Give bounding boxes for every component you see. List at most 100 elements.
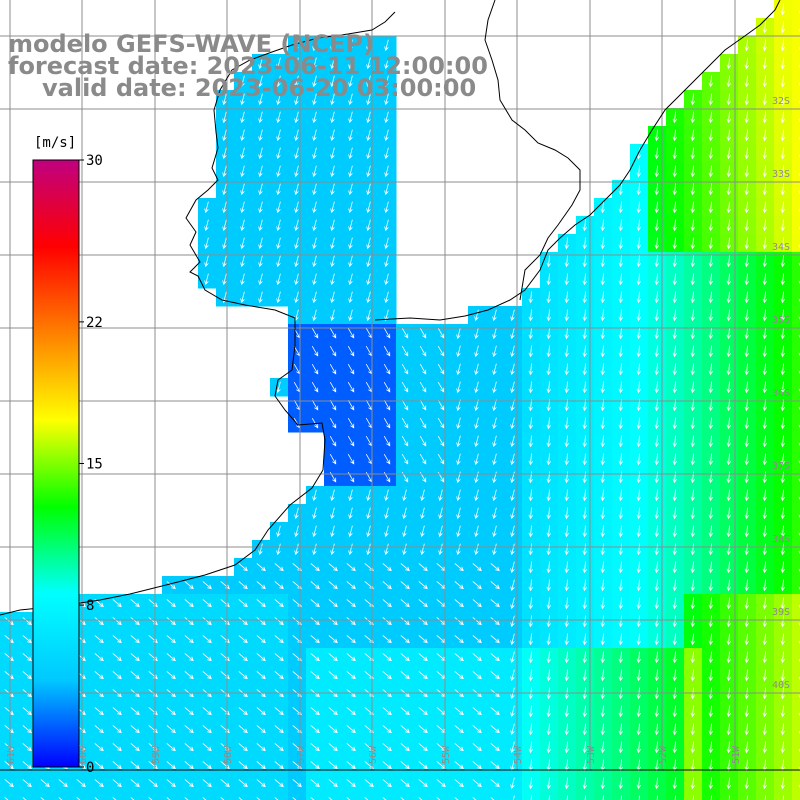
- longitude-label: 57W: [296, 745, 307, 764]
- wind-arrow: [636, 327, 642, 340]
- wind-arrow: [166, 797, 171, 800]
- wind-arrow: [238, 653, 248, 662]
- axis-labels: 32S 33S 34S 35S 36S 37S 38S 39S 40S 61W 60W 59W 58W 5…: [6, 96, 790, 764]
- wind-arrow: [690, 615, 696, 628]
- wind-arrow: [328, 653, 338, 662]
- wind-arrow: [400, 743, 410, 752]
- wind-arrow: [798, 100, 800, 105]
- wind-arrow: [780, 705, 786, 718]
- wind-arrow: [618, 561, 624, 574]
- wind-arrow: [330, 111, 335, 124]
- wind-arrow: [762, 21, 768, 34]
- wind-arrow: [328, 563, 338, 572]
- wind-arrow: [474, 363, 479, 376]
- wind-speed-cell: [234, 792, 253, 800]
- wind-arrow: [274, 779, 284, 788]
- wind-arrow: [708, 741, 714, 754]
- wind-arrow: [366, 255, 371, 268]
- wind-arrow: [762, 579, 768, 592]
- wind-arrow: [384, 219, 389, 232]
- wind-arrow: [330, 165, 335, 178]
- wind-arrow: [400, 581, 410, 590]
- wind-arrow: [401, 328, 409, 339]
- wind-arrow: [418, 599, 428, 608]
- wind-arrow: [384, 525, 389, 538]
- wind-arrow: [456, 453, 461, 466]
- wind-arrow: [130, 653, 140, 662]
- wind-arrow: [798, 406, 800, 411]
- wind-arrow: [780, 93, 786, 106]
- wind-arrow: [744, 111, 750, 124]
- wind-arrow: [456, 525, 461, 538]
- wind-arrow: [600, 705, 606, 718]
- longitude-label: 52W: [658, 745, 669, 764]
- wind-speed-cell: [792, 306, 800, 325]
- wind-arrow: [780, 291, 786, 304]
- wind-arrow: [418, 617, 428, 626]
- wind-arrow: [256, 617, 266, 626]
- wind-arrow: [130, 599, 140, 608]
- latitude-label: 35S: [772, 315, 790, 326]
- wind-arrow: [762, 75, 768, 88]
- wind-arrow: [204, 273, 209, 286]
- wind-arrow: [328, 779, 338, 788]
- wind-speed-cell: [792, 90, 800, 109]
- wind-arrow: [456, 327, 461, 340]
- wind-arrow: [222, 201, 227, 214]
- wind-arrow: [348, 111, 353, 124]
- wind-arrow: [382, 581, 392, 590]
- wind-arrow: [798, 154, 800, 159]
- wind-arrow: [726, 669, 732, 682]
- wind-arrow: [672, 471, 678, 484]
- wind-arrow: [798, 676, 800, 681]
- wind-arrow: [382, 599, 392, 608]
- wind-arrow: [401, 418, 409, 429]
- wind-arrow: [330, 237, 335, 250]
- wind-arrow: [437, 382, 445, 393]
- wind-arrow: [258, 129, 263, 142]
- wind-arrow: [258, 93, 263, 106]
- wind-arrow: [618, 381, 624, 394]
- wind-arrow: [418, 779, 428, 788]
- wind-arrow: [762, 345, 768, 358]
- colorbar-unit: [m/s]: [34, 135, 76, 151]
- wind-arrow: [276, 543, 281, 556]
- wind-arrow: [202, 653, 212, 662]
- wind-arrow: [22, 725, 32, 734]
- wind-arrow: [330, 507, 335, 520]
- wind-arrow: [384, 111, 389, 124]
- wind-arrow: [726, 561, 732, 574]
- wind-arrow: [492, 453, 497, 466]
- wind-arrow: [600, 435, 606, 448]
- wind-arrow: [366, 75, 371, 88]
- wind-arrow: [490, 761, 500, 770]
- wind-arrow: [600, 579, 606, 592]
- wind-arrow: [726, 363, 732, 376]
- wind-arrow: [744, 579, 750, 592]
- wind-arrow: [382, 671, 392, 680]
- wind-arrow: [582, 669, 588, 682]
- wind-arrow: [618, 201, 624, 214]
- wind-arrow: [582, 723, 588, 736]
- wind-speed-cell: [792, 198, 800, 217]
- wind-arrow: [238, 707, 248, 716]
- longitude-label: 56W: [368, 745, 379, 764]
- wind-arrow: [708, 129, 714, 142]
- wind-arrow: [472, 797, 477, 800]
- wind-arrow: [76, 797, 81, 800]
- wind-arrow: [400, 635, 410, 644]
- wind-arrow: [330, 129, 335, 142]
- wind-arrow: [472, 761, 482, 770]
- wind-arrow: [636, 543, 642, 556]
- wind-arrow: [510, 669, 515, 682]
- wind-speed-cell: [792, 342, 800, 361]
- wind-arrow: [780, 669, 786, 682]
- wind-arrow: [708, 723, 714, 736]
- wind-arrow: [510, 615, 515, 628]
- wind-arrow: [312, 525, 317, 538]
- wind-arrow: [546, 579, 552, 592]
- wind-arrow: [490, 779, 500, 788]
- wind-arrow: [366, 201, 371, 214]
- wind-arrow: [528, 543, 534, 556]
- wind-speed-cell: [378, 792, 397, 800]
